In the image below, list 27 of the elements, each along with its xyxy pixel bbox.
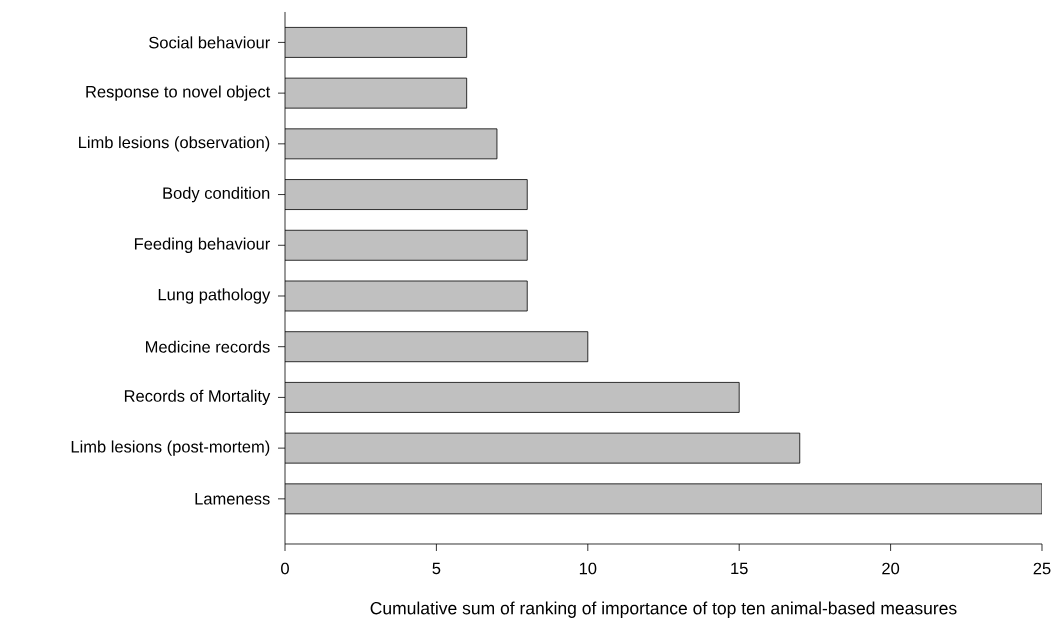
bar <box>285 280 528 312</box>
y-tick-label: Limb lesions (observation) <box>79 136 270 152</box>
bar <box>285 27 468 58</box>
x-tick-label: 0 <box>281 562 289 575</box>
y-tick-label: Limb lesions (post-mortem) <box>71 440 270 456</box>
y-tick-label: Response to novel object <box>86 85 271 101</box>
y-tick-label: Records of Mortality <box>124 389 271 406</box>
y-tick-label: Body condition <box>163 186 270 203</box>
bar <box>285 382 740 413</box>
y-tick-label: Medicine records <box>146 340 270 353</box>
bar <box>285 128 498 160</box>
x-tick-label: 25 <box>1033 562 1051 575</box>
x-tick-label: 10 <box>579 562 597 575</box>
bar <box>285 331 589 363</box>
bar <box>285 77 468 109</box>
x-tick-label: 15 <box>731 562 748 575</box>
x-tick-label: 5 <box>432 562 441 575</box>
bar <box>285 483 1042 515</box>
x-tick-label: 20 <box>882 562 900 575</box>
y-tick-label: Social behaviour <box>149 36 270 49</box>
bar <box>285 179 528 210</box>
y-tick-label: Feeding behaviour <box>134 237 270 253</box>
bar <box>285 229 528 261</box>
bar <box>285 432 801 464</box>
y-tick-label: Lung pathology <box>158 288 271 304</box>
y-tick-label: Lameness <box>195 493 270 505</box>
x-axis-title: Cumulative sum of ranking of importance of top ten animal-based measures <box>370 601 957 618</box>
